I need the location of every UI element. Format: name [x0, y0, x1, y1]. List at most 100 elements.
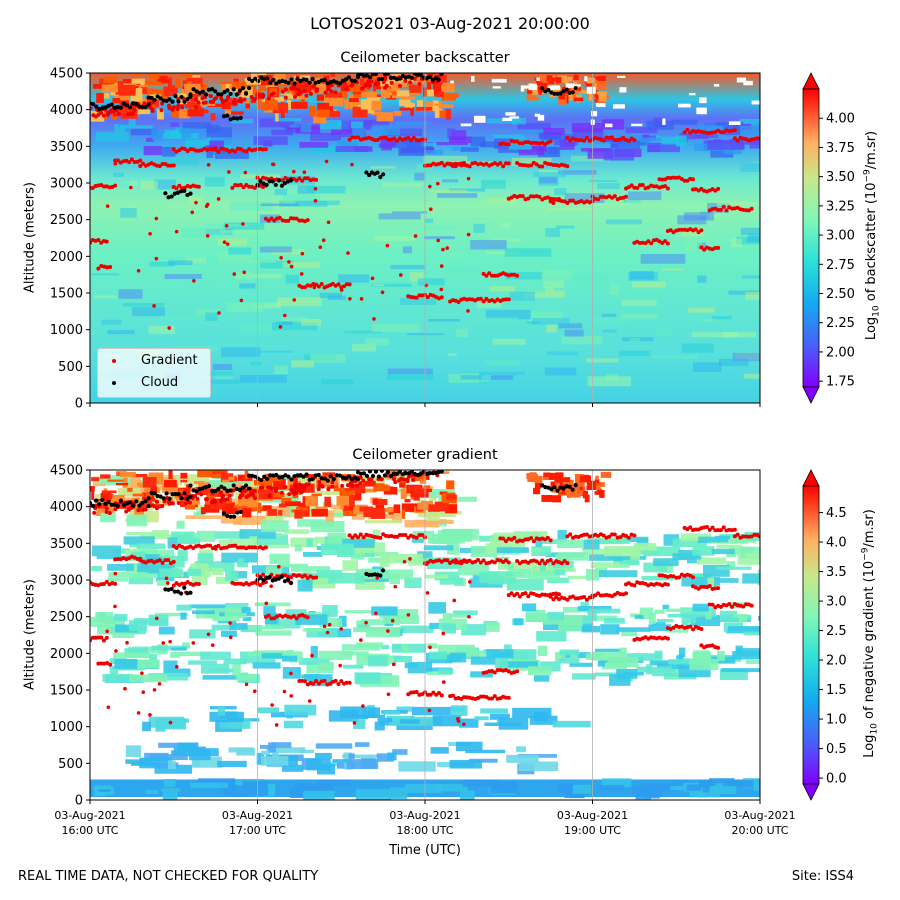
gradient-point [691, 627, 695, 632]
backscatter-gap [460, 123, 472, 127]
gradient-blob [716, 544, 743, 549]
gradient-blob [290, 537, 318, 548]
colorbar-tick-label: 2.5 [826, 624, 847, 639]
gradient-point [350, 82, 355, 87]
gradient-blob [711, 548, 735, 555]
gradient-point [266, 613, 271, 618]
gradient-point [113, 507, 118, 512]
gradient-point [143, 507, 148, 512]
gradient-blob [439, 577, 464, 585]
gradient-blob [158, 742, 197, 748]
gradient-blob [705, 610, 712, 620]
gradient-point [607, 534, 612, 539]
cloud-point [397, 76, 402, 81]
gradient-high [247, 497, 258, 508]
gradient-blob [100, 511, 116, 523]
gradient-point [439, 693, 444, 698]
gradient-point [424, 562, 429, 566]
gradient-blob [449, 759, 482, 769]
gradient-blob [457, 563, 490, 576]
cloud-point [243, 91, 249, 96]
gradient-point [329, 89, 334, 94]
gradient-blob [342, 664, 364, 669]
cloud-point [155, 94, 160, 99]
gradient-point [113, 581, 118, 586]
backscatter-texture [531, 145, 547, 152]
gradient-point [208, 94, 213, 99]
y-tick-label: 0 [75, 397, 83, 412]
cloud-point [213, 489, 218, 494]
gradient-point [101, 184, 106, 189]
colorbar-extend-high [802, 469, 820, 487]
gradient-point [718, 207, 723, 212]
backscatter-gap [743, 80, 753, 86]
backscatter-texture [310, 132, 341, 141]
gradient-blob [485, 543, 503, 554]
cloud-point [271, 77, 276, 83]
gradient-point [741, 604, 746, 609]
gradient-point [274, 723, 279, 727]
backscatter-texture [437, 193, 478, 198]
gradient-blob [260, 520, 289, 532]
backscatter-texture [331, 129, 366, 135]
gradient-point [732, 527, 737, 532]
gradient-point [104, 239, 109, 244]
cloud-point [149, 95, 154, 101]
gradient-blob [200, 651, 231, 660]
gradient-point [213, 146, 218, 151]
backscatter-texture [364, 338, 389, 346]
gradient-blob [489, 537, 526, 550]
backscatter-texture [545, 227, 561, 238]
backscatter-high [396, 90, 410, 97]
backscatter-high [437, 91, 444, 98]
gradient-point [383, 135, 388, 140]
gradient-point [749, 206, 754, 211]
y-tick-label: 1000 [50, 323, 83, 338]
backscatter-texture [492, 338, 526, 345]
backscatter-texture [93, 295, 118, 299]
cloud-point [288, 580, 294, 586]
gradient-point [180, 105, 185, 110]
backscatter-texture [151, 135, 166, 141]
gradient-high [262, 505, 272, 511]
gradient-blob [114, 659, 138, 669]
gradient-blob [314, 490, 347, 496]
cloud-point [231, 116, 237, 121]
gradient-point [452, 598, 457, 603]
gradient-point [269, 486, 274, 491]
backscatter-texture [597, 183, 620, 189]
gradient-blob [393, 655, 413, 663]
backscatter-texture [271, 322, 318, 331]
backscatter-texture [571, 272, 609, 281]
gradient-high [264, 480, 273, 491]
gradient-point [176, 500, 181, 505]
cloud-point [262, 474, 267, 479]
backscatter-texture [112, 172, 125, 177]
gradient-high [372, 498, 388, 506]
gradient-blob [616, 627, 651, 632]
gradient-blob [245, 625, 284, 630]
gradient-blob [318, 650, 353, 660]
gradient-point [629, 183, 634, 188]
gradient-blob [221, 630, 237, 637]
gradient-point [413, 234, 418, 238]
gradient-blob [228, 718, 251, 729]
gradient-high [434, 501, 449, 512]
gradient-blob [459, 718, 479, 728]
gradient-point [704, 130, 709, 135]
gradient-point [274, 486, 279, 491]
gradient-blob [435, 784, 468, 792]
backscatter-texture [653, 234, 671, 242]
gradient-blob [136, 543, 166, 549]
y-tick-label: 1000 [50, 720, 83, 735]
gradient-point [283, 485, 288, 490]
gradient-blob [187, 568, 202, 577]
cloud-point [394, 471, 399, 476]
backscatter-texture [148, 325, 175, 335]
overlay-points [90, 470, 760, 727]
backscatter-texture [571, 123, 603, 133]
x-tick-label-date: 03-Aug-2021 [724, 809, 795, 822]
gradient-blob [183, 474, 210, 486]
gradient-point [370, 276, 375, 281]
gradient-point [225, 242, 230, 246]
